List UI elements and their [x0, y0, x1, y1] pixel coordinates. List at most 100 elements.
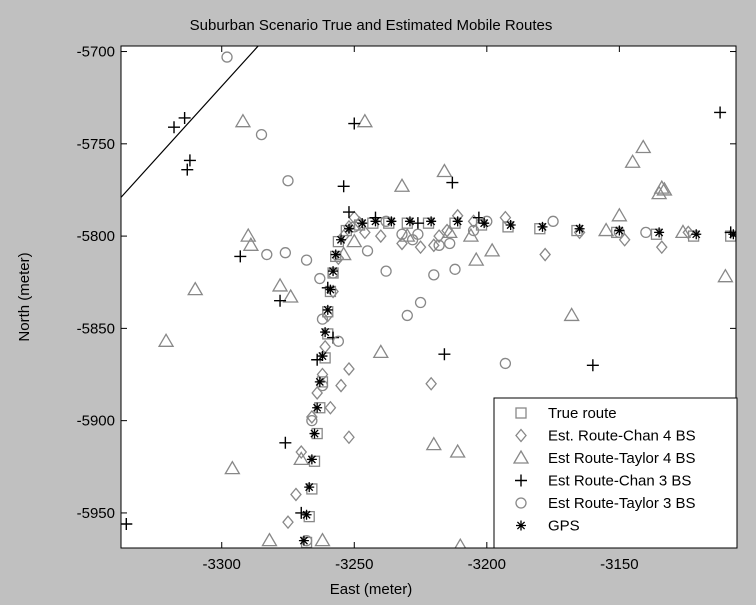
data-point-diamond [306, 409, 318, 424]
y-tick-label: -5950 [77, 505, 115, 522]
data-point-star [426, 216, 437, 227]
legend-marker-star [516, 520, 526, 531]
data-point-triangle [597, 222, 615, 237]
data-point-diamond [353, 216, 366, 231]
data-point-star [330, 249, 341, 260]
data-point-triangle [441, 224, 458, 239]
data-point-diamond [311, 385, 324, 400]
data-point-diamond [427, 238, 440, 253]
data-point-triangle [425, 436, 442, 451]
x-axis-label: East (meter) [330, 581, 413, 598]
data-point-triangle [242, 237, 260, 251]
data-point-diamond [332, 251, 345, 266]
data-point-plus [168, 121, 181, 134]
x-tick-label: -3200 [468, 556, 506, 573]
data-point-star [309, 428, 320, 439]
data-point-triangle [224, 460, 241, 475]
data-point-star [357, 218, 368, 229]
data-point-plus [121, 518, 133, 531]
data-point-plus [274, 294, 287, 307]
data-point-triangle [293, 451, 310, 466]
data-point-star [314, 376, 325, 387]
data-point-diamond [335, 378, 347, 393]
data-point-triangle [656, 181, 673, 196]
axes [120, 45, 737, 549]
data-point-triangle [372, 344, 389, 359]
data-point-circle [380, 265, 392, 277]
data-point-triangle [483, 242, 501, 257]
data-point-diamond [290, 487, 302, 502]
legend-entry: Est Route-Taylor 4 BS [512, 449, 696, 467]
data-point-circle [547, 215, 559, 227]
data-point-star [691, 229, 702, 240]
data-point-circle [444, 237, 456, 250]
data-point-star [328, 266, 339, 277]
data-point-plus [446, 176, 459, 189]
data-point-star [370, 216, 381, 227]
data-point-triangle [624, 153, 641, 168]
data-point-plus [279, 436, 292, 449]
data-point-diamond [324, 400, 337, 415]
data-point-star [306, 454, 317, 465]
data-point-diamond [467, 214, 480, 229]
y-axis-label: North (meter) [16, 252, 33, 341]
legend-label: Est Route-Chan 3 BS [548, 473, 691, 490]
data-point-circle [467, 224, 480, 237]
legend: True route Est. Route-Chan 4 BS Est Route-… [493, 397, 738, 549]
x-tick-label: -3300 [203, 556, 241, 573]
data-point-circle [499, 357, 512, 370]
data-point-plus [234, 250, 247, 263]
data-point-triangle [346, 233, 363, 248]
data-point-triangle [436, 163, 453, 178]
data-point-triangle [314, 532, 331, 547]
data-point-triangle [271, 277, 289, 292]
legend-entry: Est Route-Taylor 3 BS [515, 495, 696, 512]
data-point-circle [300, 254, 313, 266]
legend-label: Est Route-Taylor 3 BS [548, 495, 696, 512]
data-point-star [304, 482, 315, 493]
data-point-circle [640, 226, 652, 239]
data-point-plus [183, 154, 196, 167]
y-tick-label: -5850 [77, 320, 115, 337]
plot-frame [120, 45, 737, 549]
data-point-star [654, 227, 665, 238]
data-point-triangle [454, 537, 467, 548]
data-point-star [325, 284, 336, 295]
legend-box [493, 397, 738, 549]
legend-label: Est. Route-Chan 4 BS [548, 428, 696, 445]
y-tick-label: -5800 [77, 228, 115, 245]
y-tick-label: -5900 [77, 413, 115, 430]
data-point-plus [411, 217, 424, 230]
legend-marker-triangle [512, 449, 530, 464]
data-point-circle [316, 379, 329, 392]
series-star [298, 216, 736, 546]
data-point-plus [337, 180, 350, 193]
legend-entry: GPS [516, 518, 580, 535]
data-point-star [343, 223, 354, 234]
data-point-triangle [563, 307, 580, 322]
data-point-star [298, 535, 309, 546]
legend-entry: True route [515, 405, 617, 422]
data-point-triangle [674, 224, 692, 239]
data-point-circle [316, 313, 329, 325]
legend-label: Est Route-Taylor 4 BS [548, 450, 696, 467]
legend-marker-plus [515, 474, 527, 487]
data-point-star [614, 225, 625, 236]
data-point-plus [181, 163, 194, 176]
data-point-diamond [539, 247, 551, 262]
data-point-diamond [573, 225, 586, 240]
data-point-triangle [282, 288, 299, 303]
data-point-diamond [441, 223, 453, 238]
data-point-plus [438, 348, 451, 361]
y-tick-label: -5700 [77, 44, 115, 61]
data-point-triangle [635, 139, 652, 154]
data-point-triangle [653, 179, 670, 194]
data-point-circle [361, 245, 374, 257]
data-point-diamond [499, 210, 512, 225]
data-point-star [452, 216, 463, 227]
data-point-triangle [449, 443, 466, 458]
data-point-circle [428, 269, 440, 281]
data-point-circle [279, 247, 292, 259]
data-point-triangle [356, 113, 374, 128]
